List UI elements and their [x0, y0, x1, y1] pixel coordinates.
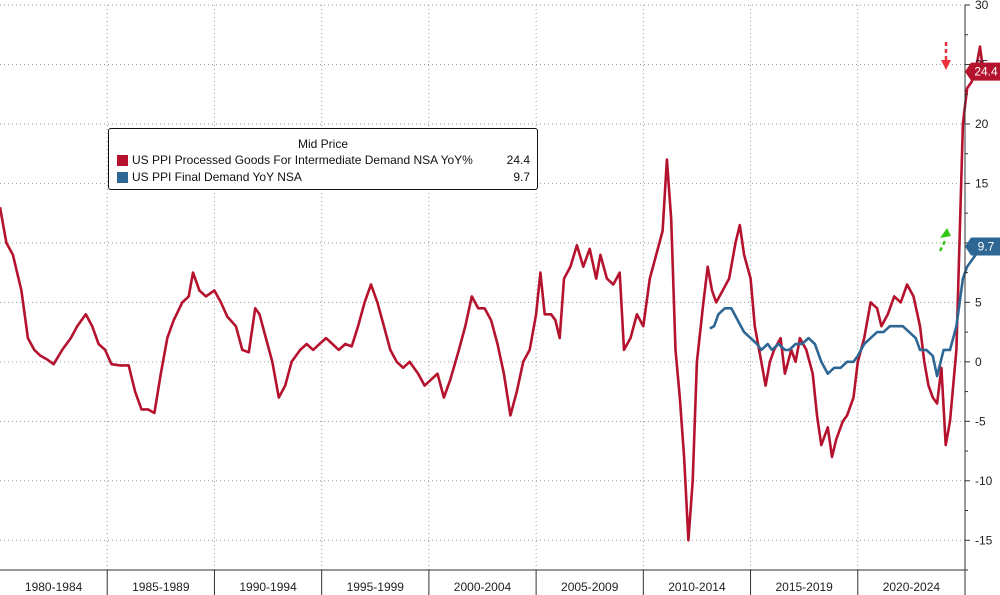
legend-item-processed-goods: US PPI Processed Goods For Intermediate …: [117, 153, 530, 168]
legend-item-value: 9.7: [513, 170, 530, 184]
badge-shape: [965, 62, 1000, 81]
badge-value: 9.7: [978, 239, 995, 253]
x-period-label: 1995-1999: [347, 580, 405, 594]
x-period-label: 2015-2019: [775, 580, 833, 594]
x-period-label: 2005-2009: [561, 580, 619, 594]
y-tick-label: 0: [975, 355, 982, 369]
x-period-label: 1980-1984: [25, 580, 83, 594]
y-tick-label: 20: [975, 117, 989, 131]
x-period-label: 1985-1989: [132, 580, 190, 594]
y-tick-label: -10: [975, 474, 993, 488]
legend-item-label: US PPI Processed Goods For Intermediate …: [132, 153, 473, 167]
legend-swatch-red: [117, 155, 128, 166]
legend-item-value: 24.4: [506, 153, 530, 167]
legend: Mid Price US PPI Processed Goods For Int…: [108, 128, 538, 190]
direction-arrows: [938, 42, 951, 252]
y-tick-label: 30: [975, 0, 989, 12]
x-period-label: 2000-2004: [454, 580, 512, 594]
y-axis: 302520151050-5-10-15: [964, 0, 993, 595]
legend-title: Mid Price: [297, 137, 348, 151]
y-tick-label: -5: [975, 414, 986, 428]
x-period-label: 2010-2014: [668, 580, 726, 594]
y-tick-label: 15: [975, 176, 989, 190]
last-value-badge: 9.7: [965, 237, 1000, 256]
last-value-badge: 24.4: [965, 62, 1000, 81]
up-arrow-icon: [938, 228, 951, 252]
down-arrow-icon: [941, 42, 951, 70]
x-axis-period-band: 1980-1984 1985-1989 1990-1994 1995-1999 2000…: [0, 569, 965, 595]
legend-swatch-blue: [117, 172, 128, 183]
series-line-processed-goods: [0, 45, 985, 542]
value-badges: 24.4 9.7: [965, 62, 1000, 256]
x-period-label: 2020-2024: [883, 580, 941, 594]
legend-item-label: US PPI Final Demand YoY NSA: [132, 170, 302, 184]
series-lines: [0, 45, 985, 542]
legend-item-final-demand: US PPI Final Demand YoY NSA 9.7: [117, 170, 530, 185]
y-tick-label: -15: [975, 533, 993, 547]
badge-value: 24.4: [974, 65, 998, 79]
x-period-label: 1990-1994: [239, 580, 297, 594]
y-tick-label: 5: [975, 295, 982, 309]
badge-shape: [965, 237, 1000, 256]
gridlines: [0, 4, 965, 570]
series-line-final-demand: [709, 245, 982, 378]
